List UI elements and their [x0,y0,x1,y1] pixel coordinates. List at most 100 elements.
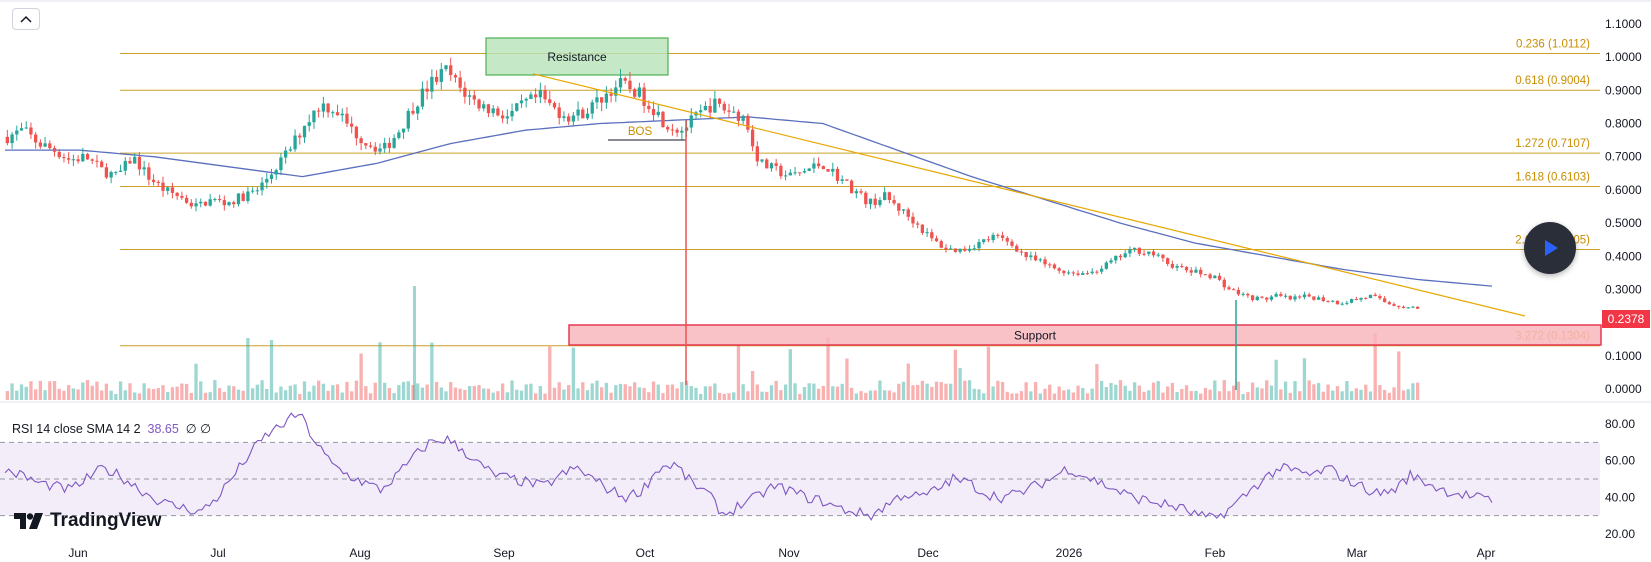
volume-bar [118,381,123,400]
candle-body [519,100,524,104]
time-tick-label: Aug [349,546,370,560]
candle-body [1340,303,1344,305]
candle-body [1401,306,1406,309]
candle-body [416,106,420,114]
candle-body [953,248,958,252]
candle-body [1378,296,1382,299]
candle-body [24,127,28,129]
volume-bar [1170,382,1175,400]
support-label: Support [1014,329,1057,343]
candle-body [1095,271,1099,273]
candle-body [1217,275,1222,280]
candle-body [708,105,712,113]
candle-body [326,103,330,113]
volume-bar [618,383,623,400]
candle-body [1387,302,1391,305]
volume-bar [557,382,561,400]
volume-bar [854,393,859,400]
candle-body [354,126,359,139]
candle-body [350,123,354,127]
volume-bar [1057,386,1061,400]
volume-bar [1147,390,1151,400]
volume-bar [595,380,599,400]
volume-bar [826,337,830,400]
volume-bar [142,383,146,400]
volume-bar [821,385,825,400]
volume-bar [373,382,377,400]
volume-bar [727,393,731,400]
volume-bar [67,385,71,400]
volume-bar [1260,388,1264,400]
candle-body [585,113,590,119]
candle-body [1236,289,1241,295]
candle-body [552,102,557,108]
candle-body [755,146,759,162]
volume-bar [765,391,769,400]
volume-bar [533,393,538,400]
candle-body [496,108,500,116]
candle-body [283,150,288,158]
candle-body [732,111,736,113]
candle-body [538,90,542,98]
candle-body [81,153,85,162]
volume-bar [378,342,382,400]
candle-body [467,95,472,97]
logo-text: TradingView [50,510,162,531]
candle-body [67,158,71,160]
volume-bar [1255,387,1259,400]
time-tick-label: Oct [636,546,655,560]
candle-body [62,157,66,159]
volume-bar [977,389,981,400]
candle-body [274,170,278,175]
volume-bar [401,381,406,400]
play-button[interactable] [1524,222,1576,274]
candle-body [967,248,972,251]
volume-bar [222,391,226,400]
candle-body [892,199,896,204]
candle-body [566,116,571,122]
volume-bar [217,388,222,400]
volume-bar [71,388,76,400]
candle-body [816,163,821,167]
candle-body [1090,271,1094,274]
volume-bar [156,388,160,400]
candle-body [477,99,481,109]
rsi-legend-extra: ∅ ∅ [185,422,211,436]
rsi-series-line [4,412,1493,521]
candle-body [1081,273,1085,275]
volume-bar [123,390,127,400]
candle-body [1194,269,1198,273]
volume-bar [500,383,505,400]
volume-bar [406,381,410,400]
volume-bar [628,386,632,400]
volume-bar [925,383,929,400]
candle-body [194,203,198,207]
volume-bar [963,380,967,400]
candle-body [109,172,113,178]
volume-bar [331,385,335,400]
candle-body [590,102,594,114]
volume-bar [1128,390,1132,400]
volume-bar [633,382,637,400]
rsi-tick-label: 20.00 [1605,527,1635,541]
candle-body [925,232,929,234]
support-zone [568,324,1602,346]
volume-bar [416,383,420,400]
candle-body [609,93,613,96]
ma-line [5,116,1493,287]
candle-body [321,103,326,112]
collapse-button[interactable] [12,8,40,30]
candle-body [29,127,33,135]
volume-bar [1364,384,1368,400]
candle-body [854,191,859,194]
candle-body [1293,296,1297,300]
candle-body [675,129,679,133]
volume-bar [934,381,939,400]
volume-bar [1000,381,1005,400]
volume-bar [1203,387,1208,400]
rsi-band [0,441,1600,517]
candle-body [147,167,151,180]
volume-bar [600,387,604,400]
volume-bar [453,387,458,400]
